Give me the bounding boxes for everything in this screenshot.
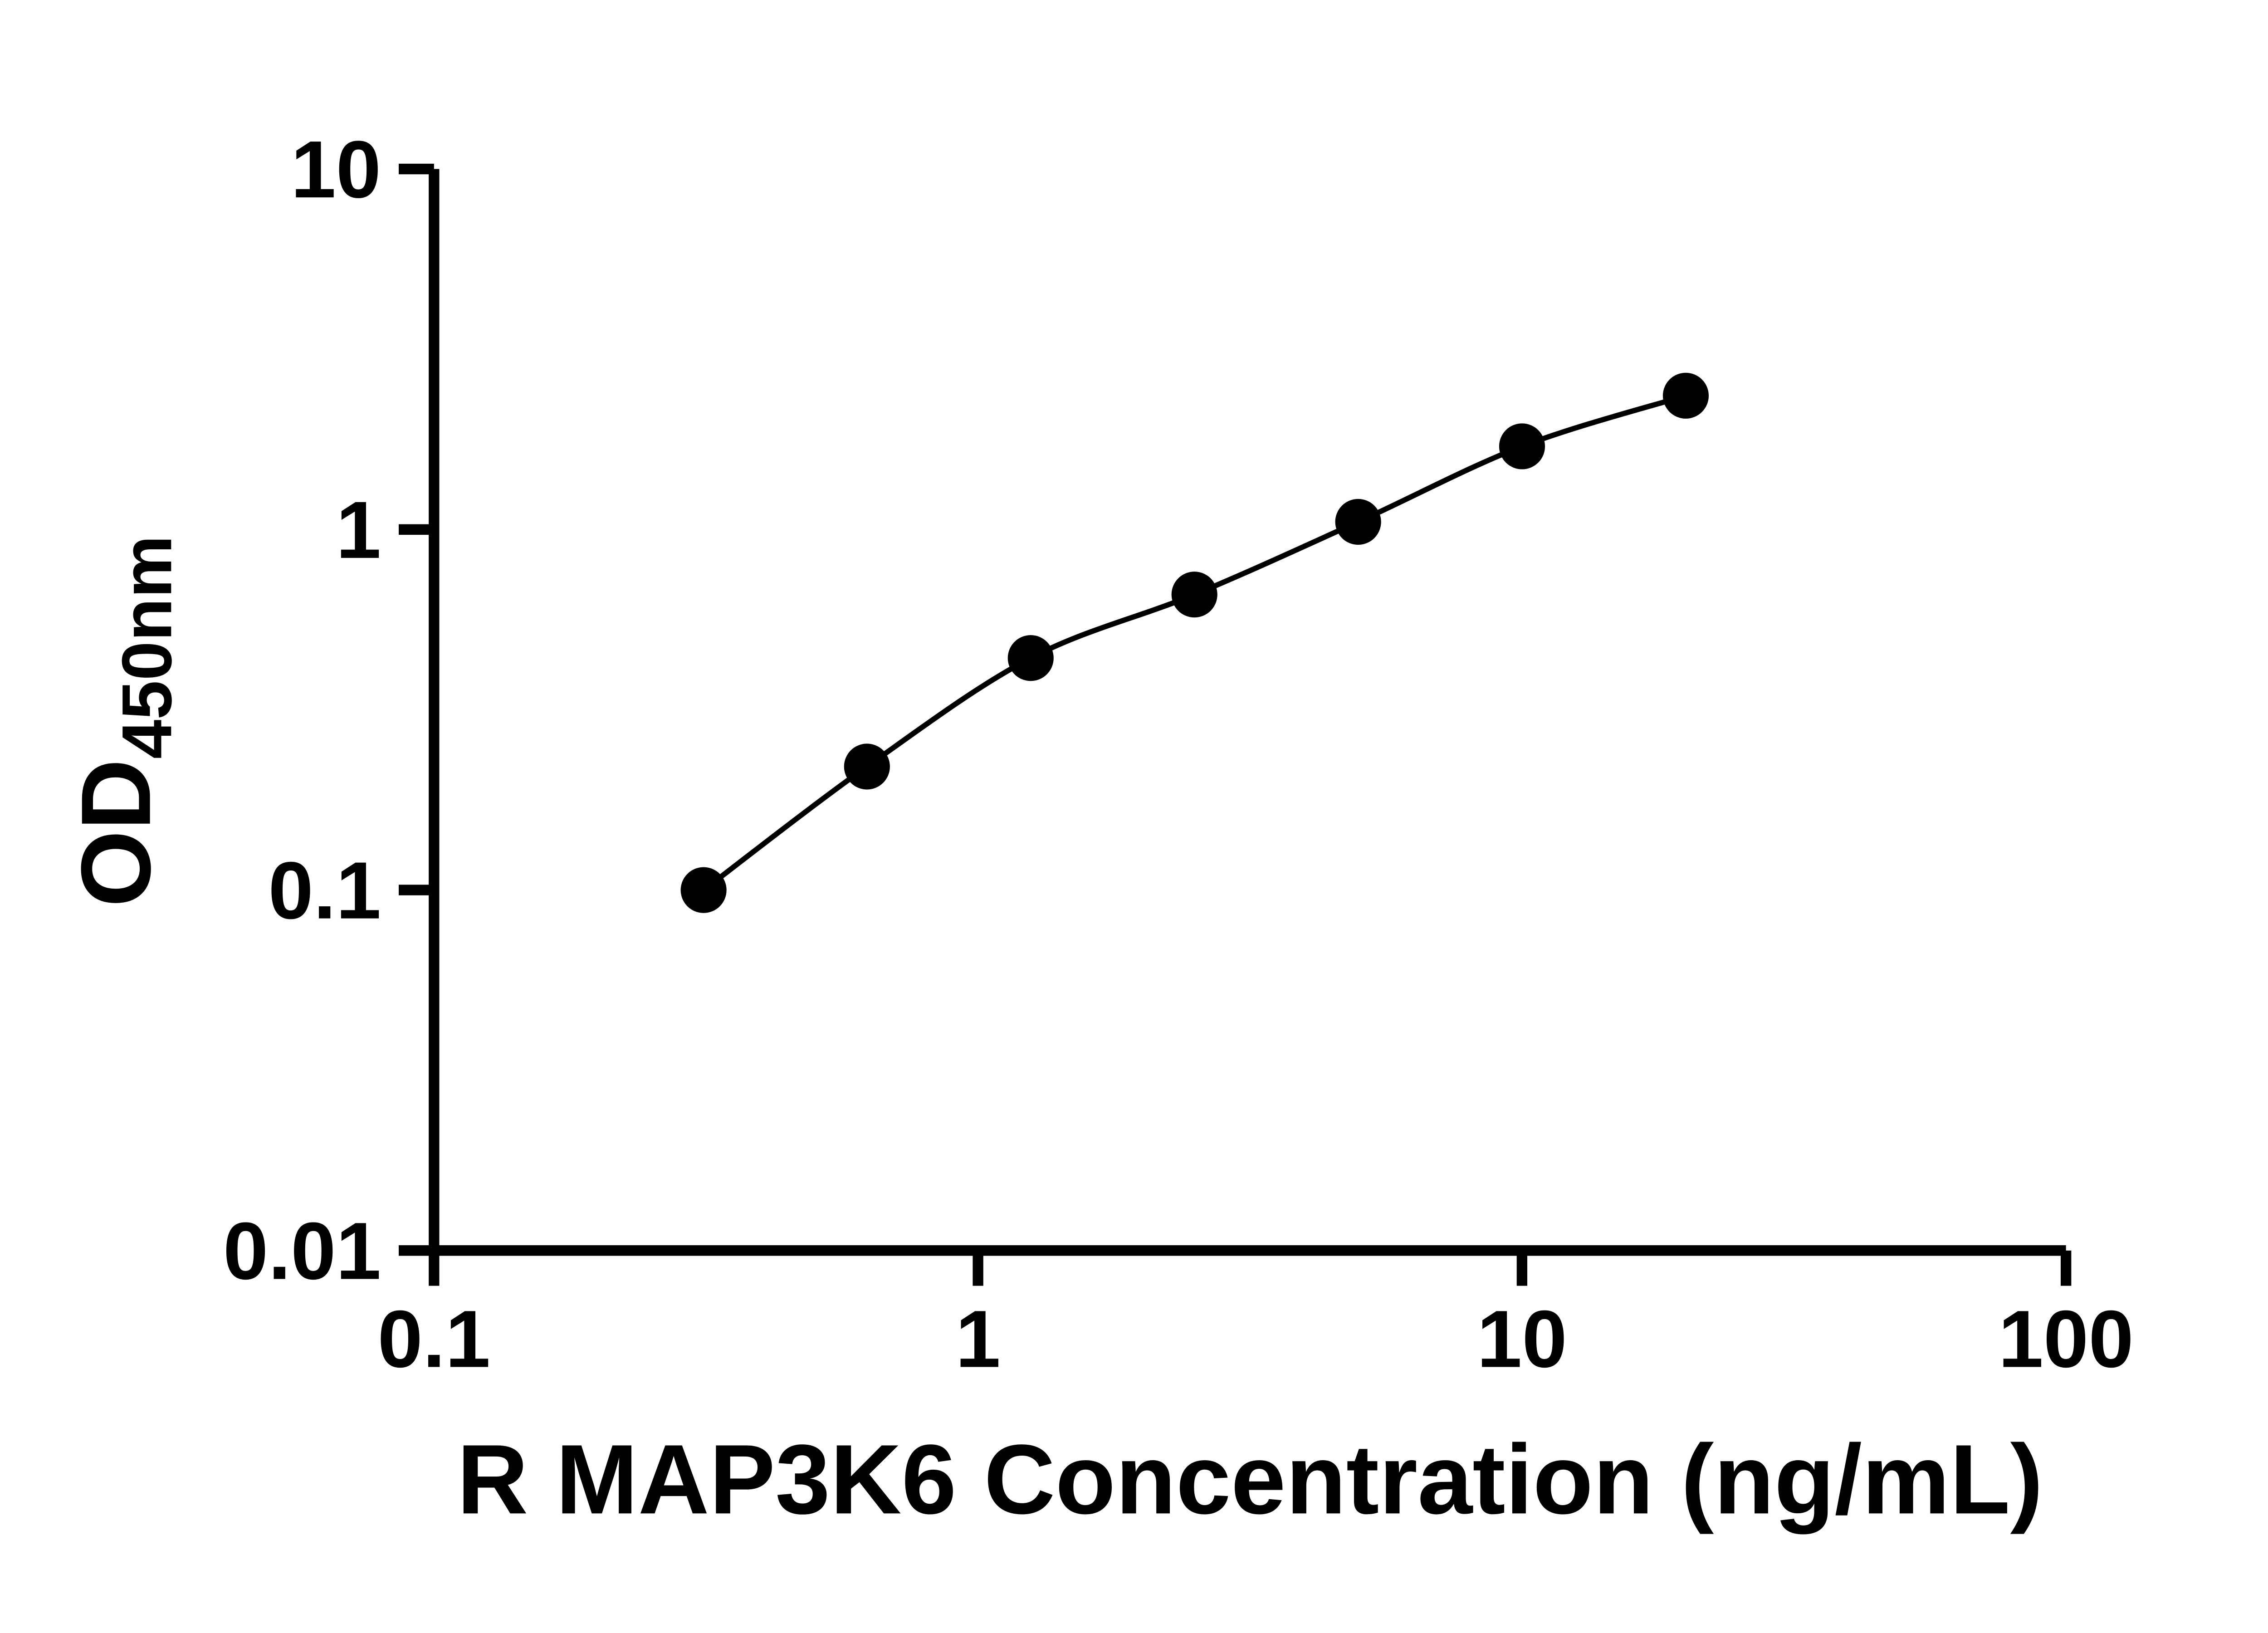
y-tick-label: 10 (291, 124, 381, 215)
y-axis-title-main: OD (61, 759, 171, 907)
x-axis-title: R MAP3K6 Concentration (ng/mL) (457, 1424, 2043, 1535)
y-axis-title-subscript: 450nm (107, 535, 186, 759)
y-tick-label: 0.01 (223, 1205, 381, 1296)
data-point (680, 867, 727, 913)
x-tick-label: 0.1 (377, 1294, 490, 1384)
data-point (1335, 499, 1381, 545)
data-point (844, 743, 890, 790)
data-point (1662, 372, 1709, 419)
fit-curve (702, 393, 1687, 892)
data-series (680, 372, 1709, 913)
x-tick-label: 100 (1998, 1294, 2134, 1384)
x-tick-label: 1 (955, 1294, 1001, 1384)
data-point (1499, 423, 1545, 469)
y-axis-title: OD450nm (61, 535, 186, 907)
data-point (1007, 635, 1054, 681)
axis-line (429, 169, 2066, 1256)
y-tick-label: 0.1 (268, 845, 381, 936)
y-tick-label: 1 (336, 484, 381, 575)
axes (429, 169, 2066, 1256)
x-tick-label: 10 (1477, 1294, 1567, 1384)
data-point (1171, 572, 1217, 618)
axis-ticks (399, 163, 2072, 1286)
